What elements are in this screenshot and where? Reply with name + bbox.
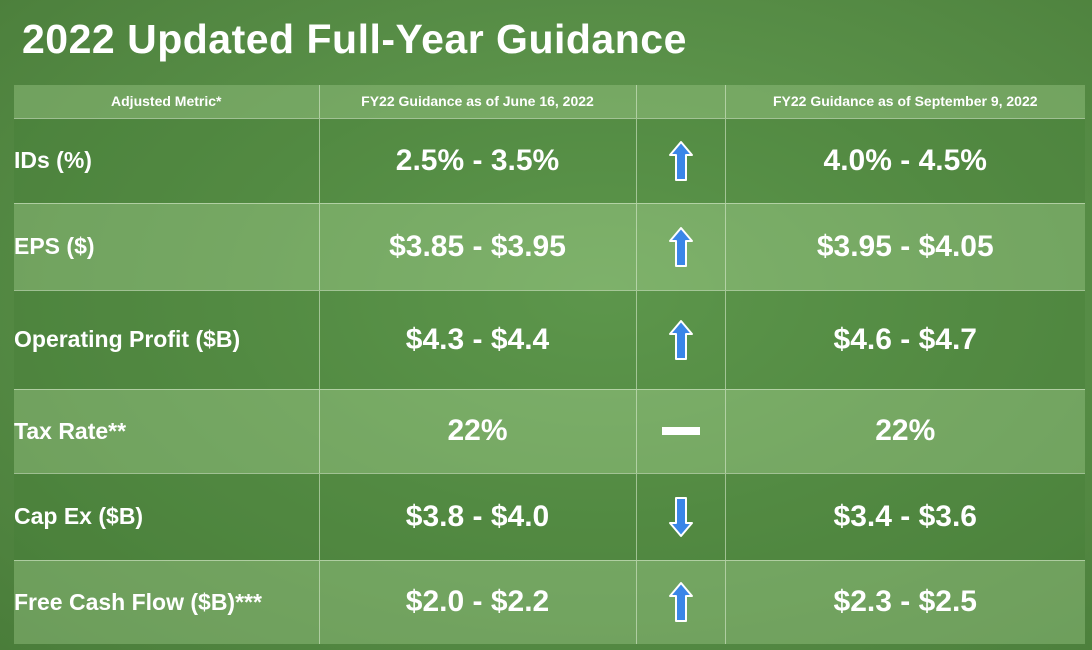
up-arrow-icon: [668, 582, 693, 623]
metric-label: Cap Ex ($B): [14, 473, 319, 561]
change-cell: [635, 203, 725, 291]
table-row: EPS ($) $3.85 - $3.95 $3.95 - $4.05: [14, 203, 1085, 291]
metric-label: Operating Profit ($B): [14, 290, 319, 390]
table-row: Cap Ex ($B) $3.8 - $4.0 $3.4 - $3.6: [14, 473, 1085, 561]
metric-label: Free Cash Flow ($B)***: [14, 588, 262, 615]
column-header-change: [635, 85, 725, 119]
june-guidance: $2.0 - $2.2: [318, 560, 636, 644]
table-row: Tax Rate** 22% 22%: [14, 389, 1085, 474]
table-row: IDs (%) 2.5% - 3.5% 4.0% - 4.5%: [14, 118, 1085, 204]
page-title: 2022 Updated Full-Year Guidance: [22, 16, 687, 62]
table-row: Free Cash Flow ($B)*** $2.0 - $2.2 $2.3 …: [14, 560, 1085, 644]
change-cell: [635, 560, 725, 644]
september-guidance: 4.0% - 4.5%: [724, 118, 1085, 204]
september-guidance: $2.3 - $2.5: [724, 560, 1085, 644]
up-arrow-icon: [668, 226, 693, 267]
september-guidance: 22%: [724, 389, 1085, 474]
change-cell: [635, 290, 725, 390]
up-arrow-icon: [668, 140, 693, 181]
column-header-june: FY22 Guidance as of June 16, 2022: [318, 85, 636, 119]
guidance-table: Adjusted Metric* FY22 Guidance as of Jun…: [14, 85, 1085, 644]
up-arrow-icon: [668, 319, 693, 360]
dash-icon: [661, 426, 700, 435]
june-guidance: $3.8 - $4.0: [318, 473, 636, 561]
table-row: Operating Profit ($B) $4.3 - $4.4 $4.6 -…: [14, 290, 1085, 390]
september-guidance: $4.6 - $4.7: [724, 290, 1085, 390]
down-arrow-icon: [668, 496, 693, 537]
change-cell: [635, 473, 725, 561]
header-row: Adjusted Metric* FY22 Guidance as of Jun…: [14, 85, 1085, 119]
june-guidance: $3.85 - $3.95: [318, 203, 636, 291]
september-guidance: $3.95 - $4.05: [724, 203, 1085, 291]
column-header-september: FY22 Guidance as of September 9, 2022: [724, 85, 1085, 119]
june-guidance: 22%: [318, 389, 636, 474]
metric-label: EPS ($): [14, 203, 319, 291]
column-header-metric: Adjusted Metric*: [14, 85, 319, 119]
june-guidance: 2.5% - 3.5%: [318, 118, 636, 204]
change-cell: [635, 389, 725, 474]
metric-label: Tax Rate**: [14, 389, 319, 474]
change-cell: [635, 118, 725, 204]
metric-label: IDs (%): [14, 118, 319, 204]
september-guidance: $3.4 - $3.6: [724, 473, 1085, 561]
june-guidance: $4.3 - $4.4: [318, 290, 636, 390]
